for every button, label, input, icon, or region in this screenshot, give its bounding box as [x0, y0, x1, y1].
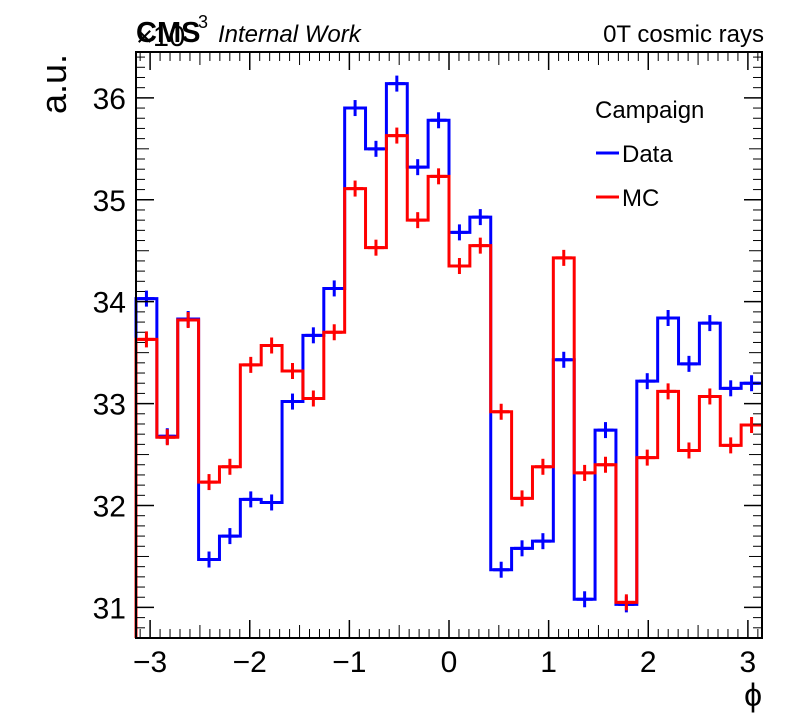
x-tick-label: 2 — [640, 646, 657, 679]
data-point-mc-6 — [263, 337, 280, 354]
series-layer — [134, 75, 762, 638]
data-point-mc-25 — [660, 383, 677, 400]
data-point-mc-7 — [284, 362, 301, 379]
x-tick-label: −1 — [332, 646, 366, 679]
data-point-mc-19 — [534, 458, 551, 475]
data-point-data-27 — [701, 315, 718, 332]
data-point-data-19 — [534, 533, 551, 550]
data-point-mc-0 — [138, 331, 155, 348]
data-point-data-0 — [138, 290, 155, 307]
x-tick-label: 1 — [540, 646, 557, 679]
y-tick-label: 33 — [93, 389, 126, 422]
data-point-data-22 — [597, 422, 614, 439]
data-point-data-20 — [555, 351, 572, 368]
series-mc — [134, 127, 762, 638]
y-tick-label: 32 — [93, 491, 126, 524]
y-scale-base: ×10 — [136, 21, 185, 53]
data-point-data-3 — [201, 551, 218, 568]
data-point-data-15 — [451, 224, 468, 241]
data-point-data-28 — [722, 380, 739, 397]
right-header-label: 0T cosmic rays — [603, 21, 764, 48]
data-point-data-13 — [409, 159, 426, 176]
data-point-data-5 — [242, 491, 259, 508]
data-point-mc-14 — [430, 168, 447, 185]
data-point-mc-16 — [472, 237, 489, 254]
data-point-mc-1 — [159, 429, 176, 446]
data-point-data-9 — [326, 280, 343, 297]
ticks-layer: −3 −2 −1 0 1 2 3 31 32 33 34 35 36 — [93, 52, 762, 679]
data-point-data-18 — [514, 540, 531, 557]
data-point-mc-27 — [701, 388, 718, 405]
data-point-data-14 — [430, 112, 447, 129]
y-tick-label: 34 — [93, 287, 126, 320]
data-point-mc-24 — [639, 449, 656, 466]
data-point-data-10 — [347, 100, 364, 117]
data-point-mc-20 — [555, 249, 572, 266]
data-point-mc-3 — [201, 474, 218, 491]
data-point-data-8 — [305, 327, 322, 344]
legend-data-label: Data — [622, 141, 673, 168]
data-point-mc-8 — [305, 390, 322, 407]
data-point-mc-26 — [680, 442, 697, 459]
data-point-mc-29 — [743, 417, 760, 434]
legend-mc-label: MC — [622, 185, 659, 212]
data-point-mc-15 — [451, 258, 468, 275]
data-point-mc-18 — [514, 490, 531, 507]
experiment-label: CMS — [136, 17, 200, 49]
data-point-mc-5 — [242, 356, 259, 373]
data-point-data-11 — [367, 140, 384, 157]
data-point-mc-12 — [388, 127, 405, 144]
internal-work-label: Internal Work — [218, 21, 363, 48]
series-line-data — [134, 82, 762, 638]
y-tick-label: 36 — [93, 83, 126, 116]
data-point-mc-13 — [409, 212, 426, 229]
data-point-mc-4 — [221, 458, 238, 475]
x-axis-label: ϕ — [744, 677, 762, 713]
data-point-data-26 — [680, 355, 697, 372]
plot-frame — [135, 51, 763, 639]
y-tick-label: 31 — [93, 592, 126, 625]
data-point-mc-22 — [597, 456, 614, 473]
data-point-mc-28 — [722, 437, 739, 454]
data-point-data-17 — [493, 561, 510, 578]
x-tick-label: −2 — [233, 646, 267, 679]
data-point-data-24 — [639, 373, 656, 390]
data-point-data-4 — [221, 528, 238, 545]
data-point-mc-21 — [576, 464, 593, 481]
data-point-data-16 — [472, 209, 489, 226]
legend-title: Campaign — [595, 97, 704, 124]
series-line-mc — [134, 134, 762, 638]
data-point-data-6 — [263, 494, 280, 511]
data-point-mc-9 — [326, 324, 343, 341]
data-point-mc-11 — [367, 239, 384, 256]
data-point-data-21 — [576, 591, 593, 608]
data-point-mc-17 — [493, 403, 510, 420]
data-point-mc-10 — [347, 180, 364, 197]
x-tick-label: −3 — [133, 646, 167, 679]
x-tick-label: 0 — [441, 646, 458, 679]
x-tick-label: 3 — [740, 646, 757, 679]
data-point-data-25 — [660, 309, 677, 326]
y-axis-label: a.u. — [33, 54, 74, 114]
data-point-data-7 — [284, 393, 301, 410]
data-point-data-12 — [388, 75, 405, 92]
y-tick-label: 35 — [93, 185, 126, 218]
y-scale-exponent: 3 — [198, 12, 208, 32]
data-point-mc-2 — [180, 312, 197, 329]
data-point-mc-23 — [618, 594, 635, 611]
